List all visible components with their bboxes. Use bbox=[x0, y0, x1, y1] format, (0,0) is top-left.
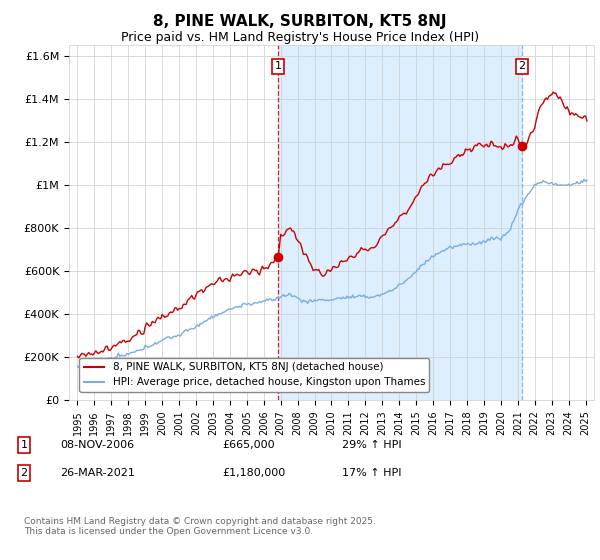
Text: Contains HM Land Registry data © Crown copyright and database right 2025.
This d: Contains HM Land Registry data © Crown c… bbox=[24, 517, 376, 536]
Text: 2: 2 bbox=[518, 62, 526, 71]
Text: 08-NOV-2006: 08-NOV-2006 bbox=[60, 440, 134, 450]
Text: 2: 2 bbox=[20, 468, 28, 478]
Text: 29% ↑ HPI: 29% ↑ HPI bbox=[342, 440, 401, 450]
Text: 8, PINE WALK, SURBITON, KT5 8NJ: 8, PINE WALK, SURBITON, KT5 8NJ bbox=[153, 14, 447, 29]
Bar bbox=[278, 45, 522, 400]
Text: Price paid vs. HM Land Registry's House Price Index (HPI): Price paid vs. HM Land Registry's House … bbox=[121, 31, 479, 44]
Text: 1: 1 bbox=[20, 440, 28, 450]
Text: 17% ↑ HPI: 17% ↑ HPI bbox=[342, 468, 401, 478]
Text: 26-MAR-2021: 26-MAR-2021 bbox=[60, 468, 135, 478]
Text: £665,000: £665,000 bbox=[222, 440, 275, 450]
Text: £1,180,000: £1,180,000 bbox=[222, 468, 285, 478]
Legend: 8, PINE WALK, SURBITON, KT5 8NJ (detached house), HPI: Average price, detached h: 8, PINE WALK, SURBITON, KT5 8NJ (detache… bbox=[79, 358, 430, 391]
Text: 1: 1 bbox=[275, 62, 281, 71]
